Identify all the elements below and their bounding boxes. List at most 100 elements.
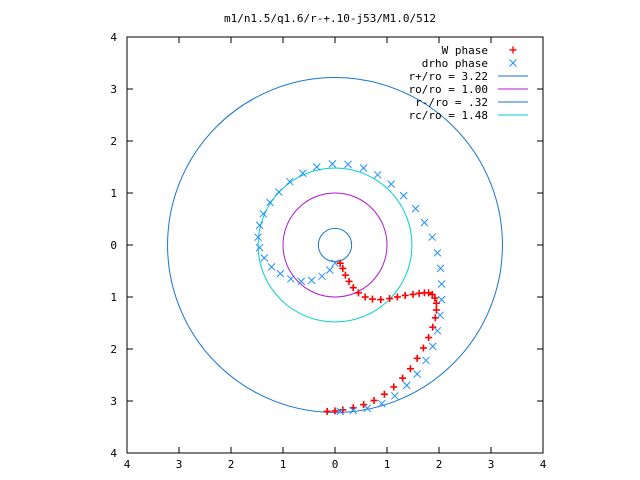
drho-phase-point	[363, 404, 372, 413]
w-phase-point	[425, 289, 433, 297]
w-phase-point	[361, 293, 369, 301]
circle-rc-ro-1-48	[257, 167, 413, 323]
legend-label-ro-ro-1-00: ro/ro = 1.00	[409, 83, 488, 96]
y-tick-label: 2	[110, 135, 117, 148]
w-phase-point	[380, 390, 388, 398]
y-tick-label: 4	[110, 447, 117, 460]
drho-phase-point	[286, 274, 295, 283]
drho-phase-point	[307, 276, 316, 285]
legend-marker-cross	[509, 59, 517, 67]
drho-phase-point	[331, 259, 339, 268]
y-tick-label: 1	[110, 291, 117, 304]
w-phase-point	[432, 306, 440, 314]
w-phase-series	[323, 259, 440, 415]
drho-phase-point	[312, 163, 321, 171]
drho-phase-point	[325, 266, 334, 274]
drho-phase-point	[298, 169, 307, 178]
circle-ro-ro-1-00	[282, 192, 388, 298]
w-phase-point	[370, 396, 378, 404]
x-tick-label: 0	[332, 458, 339, 471]
w-phase-point	[341, 271, 349, 279]
w-phase-point	[354, 289, 362, 297]
w-phase-point	[331, 407, 339, 415]
drho-phase-point	[411, 204, 420, 213]
w-phase-point	[401, 291, 409, 299]
drho-phase-point	[318, 272, 326, 281]
drho-phase-point	[387, 180, 396, 189]
legend-label-drho-phase: drho phase	[422, 57, 488, 70]
drho-phase-point	[390, 391, 399, 400]
drho-phase-point	[422, 356, 430, 365]
drho-phase-point	[336, 407, 345, 416]
x-tick-label: 4	[540, 458, 547, 471]
drho-phase-point	[285, 177, 294, 186]
w-phase-point	[431, 294, 439, 302]
y-tick-label: 4	[110, 31, 117, 44]
x-axis: 4 3 2 1 0 1 2 3 4	[124, 37, 547, 471]
w-phase-point	[386, 295, 394, 303]
y-tick-label: 2	[110, 343, 117, 356]
circle-r-ro-3-22	[167, 77, 503, 413]
drho-phase-point	[373, 170, 382, 179]
w-phase-point	[419, 344, 427, 352]
w-phase-point	[432, 299, 440, 307]
drho-phase-point	[276, 269, 285, 278]
x-tick-label: 2	[436, 458, 443, 471]
w-phase-point	[393, 293, 401, 301]
x-tick-label: 3	[488, 458, 495, 471]
w-phase-point	[336, 259, 344, 267]
drho-phase-point	[413, 370, 422, 378]
w-phase-point	[345, 277, 353, 285]
legend-label-rc-ro-1-48: rc/ro = 1.48	[409, 109, 488, 122]
legend-label-w-phase: W phase	[442, 44, 488, 57]
drho-phase-point	[437, 280, 446, 288]
drho-phase-point	[433, 326, 442, 335]
drho-phase-point	[402, 381, 411, 390]
circles-layer	[167, 77, 503, 413]
w-phase-point	[339, 264, 347, 272]
w-phase-point	[406, 365, 414, 373]
drho-phase-point	[259, 209, 268, 218]
w-phase-point	[413, 354, 421, 362]
y-tick-label: 3	[110, 83, 117, 96]
w-phase-point	[390, 383, 398, 391]
w-phase-point	[428, 290, 436, 298]
w-phase-point	[429, 323, 437, 331]
drho-phase-point	[328, 160, 337, 168]
drho-phase-point	[420, 218, 429, 227]
drho-phase-point	[349, 406, 358, 415]
y-tick-label: 1	[110, 187, 117, 200]
y-tick-label: 0	[110, 239, 117, 252]
legend-label-r-ro-3-22: r+/ro = 3.22	[409, 70, 488, 83]
y-axis: 4 3 2 1 0 1 2 3 4	[110, 31, 543, 460]
drho-phase-point	[255, 221, 264, 230]
drho-phase-point	[297, 277, 306, 286]
w-phase-point	[425, 334, 433, 342]
w-phase-point	[368, 295, 376, 303]
drho-phase-point	[267, 262, 276, 271]
w-phase-point	[323, 407, 331, 415]
x-tick-label: 1	[280, 458, 287, 471]
w-phase-point	[360, 401, 368, 409]
drho-phase-point	[377, 399, 386, 408]
drho-phase-point	[428, 233, 437, 242]
drho-phase-series	[254, 160, 446, 416]
w-phase-point	[409, 290, 417, 298]
drho-phase-point	[433, 248, 442, 257]
drho-phase-point	[428, 342, 437, 351]
drho-phase-point	[437, 295, 446, 304]
drho-phase-point	[344, 160, 352, 169]
drho-phase-point	[266, 198, 274, 207]
drho-phase-point	[436, 311, 444, 320]
drho-phase-point	[399, 191, 408, 200]
drho-phase-point	[255, 243, 264, 252]
drho-phase-point	[274, 188, 283, 196]
w-phase-point	[349, 284, 357, 292]
x-tick-label: 1	[384, 458, 391, 471]
drho-phase-point	[436, 264, 445, 273]
legend-label-r-ro-32: r-/ro = .32	[415, 96, 488, 109]
x-tick-label: 4	[124, 458, 131, 471]
x-tick-label: 2	[228, 458, 235, 471]
